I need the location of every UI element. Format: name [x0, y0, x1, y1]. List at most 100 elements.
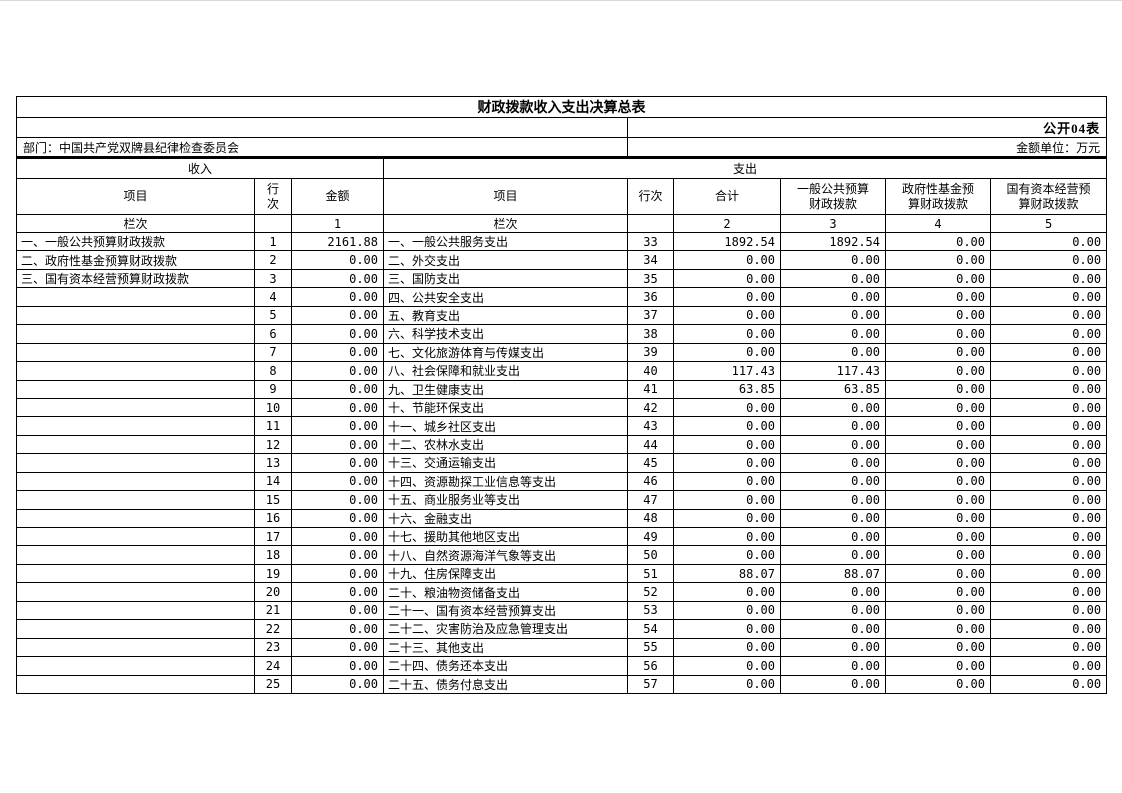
expenditure-state-capital-cell: 0.00: [989, 287, 1108, 307]
expenditure-total-cell: 0.00: [673, 434, 781, 455]
income-line-cell: 19: [254, 563, 292, 584]
income-item-cell: [16, 656, 255, 676]
expenditure-general-budget-cell: 0.00: [780, 397, 886, 418]
table-row: 19 0.00 十九、住房保障支出 51 88.07 88.07 0.00 0.00: [16, 563, 1108, 584]
expenditure-line-cell: 40: [627, 361, 674, 381]
expenditure-state-capital-cell: 0.00: [989, 250, 1108, 270]
income-line-cell: 17: [254, 526, 292, 547]
expenditure-item-cell: 二十五、债务付息支出: [383, 674, 628, 694]
expenditure-gov-fund-cell: 0.00: [885, 434, 991, 455]
income-item-cell: [16, 545, 255, 565]
expenditure-gov-fund-cell: 0.00: [885, 397, 991, 418]
expenditure-total-cell: 1892.54: [673, 231, 781, 252]
income-line-cell: 18: [254, 545, 292, 565]
expenditure-gov-fund-cell: 0.00: [885, 471, 991, 492]
expenditure-state-capital-cell: 0.00: [989, 416, 1108, 436]
income-amount-cell: 0.00: [291, 545, 384, 565]
expenditure-line-cell: 46: [627, 471, 674, 492]
expenditure-general-budget-cell: 117.43: [780, 361, 886, 381]
expenditure-line-cell: 45: [627, 453, 674, 473]
expenditure-item-cell: 十六、金融支出: [383, 508, 628, 529]
expenditure-total-cell: 0.00: [673, 305, 781, 326]
expenditure-state-capital-cell: 0.00: [989, 600, 1108, 621]
expenditure-line-cell: 34: [627, 250, 674, 270]
expenditure-state-capital-cell: 0.00: [989, 619, 1108, 639]
expenditure-total-cell: 0.00: [673, 600, 781, 621]
expenditure-item-cell: 五、教育支出: [383, 305, 628, 326]
expenditure-general-budget-cell: 0.00: [780, 471, 886, 492]
income-item-cell: [16, 619, 255, 639]
income-item-cell: [16, 342, 255, 363]
income-line-cell: 4: [254, 287, 292, 307]
income-item-cell: [16, 526, 255, 547]
table-row: 6 0.00 六、科学技术支出 38 0.00 0.00 0.00 0.00: [16, 324, 1108, 344]
expenditure-item-cell: 十三、交通运输支出: [383, 453, 628, 473]
expenditure-gov-fund-cell: 0.00: [885, 508, 991, 529]
expenditure-gov-fund-cell: 0.00: [885, 674, 991, 694]
expenditure-general-budget-cell: 0.00: [780, 453, 886, 473]
income-item-cell: [16, 305, 255, 326]
expenditure-line-cell: 49: [627, 526, 674, 547]
index-empty-cell: [627, 214, 674, 233]
index-label-expenditure: 栏次: [383, 214, 628, 233]
expenditure-total-cell: 0.00: [673, 324, 781, 344]
income-amount-cell: 0.00: [291, 637, 384, 658]
index-col-4: 4: [885, 214, 991, 233]
income-item-cell: [16, 490, 255, 510]
expenditure-total-cell: 117.43: [673, 361, 781, 381]
income-line-cell: 14: [254, 471, 292, 492]
column-header-expenditure-line: 行次: [627, 178, 674, 215]
income-amount-cell: 0.00: [291, 490, 384, 510]
expenditure-gov-fund-cell: 0.00: [885, 490, 991, 510]
income-item-cell: [16, 600, 255, 621]
expenditure-line-cell: 37: [627, 305, 674, 326]
expenditure-state-capital-cell: 0.00: [989, 361, 1108, 381]
income-amount-cell: 0.00: [291, 379, 384, 399]
expenditure-general-budget-cell: 0.00: [780, 250, 886, 270]
expenditure-total-cell: 0.00: [673, 397, 781, 418]
expenditure-state-capital-cell: 0.00: [989, 471, 1108, 492]
department-label: 部门：中国共产党双牌县纪律检查委员会: [16, 137, 628, 158]
expenditure-general-budget-cell: 0.00: [780, 434, 886, 455]
expenditure-general-budget-cell: 0.00: [780, 674, 886, 694]
income-line-cell: 6: [254, 324, 292, 344]
expenditure-line-cell: 56: [627, 656, 674, 676]
section-header-income: 收入: [16, 156, 384, 179]
column-header-total: 合计: [673, 178, 781, 215]
table-row: 12 0.00 十二、农林水支出 44 0.00 0.00 0.00 0.00: [16, 434, 1108, 455]
income-amount-cell: 0.00: [291, 268, 384, 289]
income-item-cell: 二、政府性基金预算财政拨款: [16, 250, 255, 270]
income-amount-cell: 0.00: [291, 656, 384, 676]
income-line-cell: 20: [254, 582, 292, 602]
expenditure-gov-fund-cell: 0.00: [885, 361, 991, 381]
expenditure-item-cell: 十二、农林水支出: [383, 434, 628, 455]
table-row: 25 0.00 二十五、债务付息支出 57 0.00 0.00 0.00 0.00: [16, 674, 1108, 694]
column-header-state-capital-budget: 国有资本经营预算财政拨款: [989, 178, 1108, 215]
expenditure-gov-fund-cell: 0.00: [885, 379, 991, 399]
table-row: 三、国有资本经营预算财政拨款 3 0.00 三、国防支出 35 0.00 0.00 0.00 0…: [16, 268, 1108, 289]
index-label-income: 栏次: [16, 214, 255, 233]
income-amount-cell: 0.00: [291, 582, 384, 602]
expenditure-total-cell: 0.00: [673, 268, 781, 289]
expenditure-state-capital-cell: 0.00: [989, 453, 1108, 473]
section-header-expenditure: 支出: [382, 156, 1108, 179]
income-item-cell: [16, 508, 255, 529]
income-amount-cell: 0.00: [291, 674, 384, 694]
expenditure-gov-fund-cell: 0.00: [885, 250, 991, 270]
income-item-cell: [16, 582, 255, 602]
expenditure-general-budget-cell: 0.00: [780, 508, 886, 529]
index-col-2: 2: [673, 214, 781, 233]
income-amount-cell: 0.00: [291, 416, 384, 436]
income-item-cell: [16, 324, 255, 344]
column-header-gov-fund-budget: 政府性基金预算财政拨款: [885, 178, 991, 215]
expenditure-gov-fund-cell: 0.00: [885, 268, 991, 289]
income-line-cell: 10: [254, 397, 292, 418]
expenditure-gov-fund-cell: 0.00: [885, 637, 991, 658]
expenditure-item-cell: 二十二、灾害防治及应急管理支出: [383, 619, 628, 639]
table-row: 17 0.00 十七、援助其他地区支出 49 0.00 0.00 0.00 0.00: [16, 526, 1108, 547]
income-line-cell: 22: [254, 619, 292, 639]
expenditure-line-cell: 44: [627, 434, 674, 455]
income-line-cell: 11: [254, 416, 292, 436]
expenditure-gov-fund-cell: 0.00: [885, 416, 991, 436]
table-row: 24 0.00 二十四、债务还本支出 56 0.00 0.00 0.00 0.00: [16, 656, 1108, 676]
